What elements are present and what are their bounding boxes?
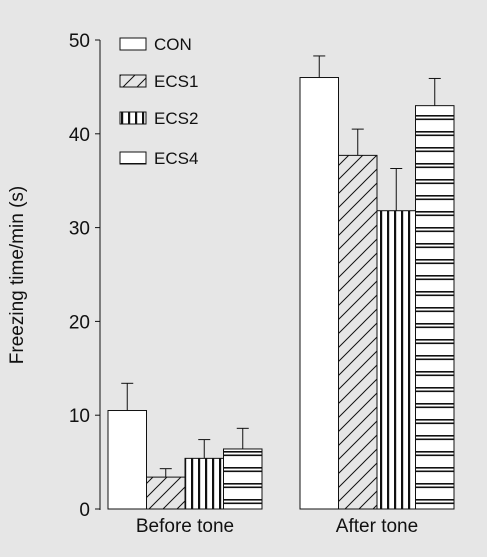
y-tick-label: 40 — [69, 125, 90, 146]
y-tick-label: 10 — [69, 406, 90, 427]
legend-label-ecs1: ECS1 — [154, 72, 198, 91]
legend-label-ecs2: ECS2 — [154, 109, 198, 128]
bar-ecs2-1 — [376, 210, 416, 510]
bars-group — [107, 77, 455, 510]
x-tick-label: After tone — [336, 516, 418, 537]
bar-ecs4-0 — [223, 448, 263, 510]
bar-con-0 — [107, 410, 147, 510]
y-tick-label: 50 — [69, 31, 90, 52]
y-tick-label: 0 — [79, 500, 90, 521]
y-axis-label: Freezing time/min (s) — [7, 186, 28, 364]
error-bars-group — [121, 55, 441, 478]
legend-swatch-ecs4 — [119, 151, 147, 165]
x-axis-labels: Before tone After tone — [136, 516, 418, 537]
x-tick-label: Before tone — [136, 516, 234, 537]
bar-con-1 — [299, 77, 339, 510]
bar-ecs4-1 — [415, 105, 455, 510]
bar-ecs2-0 — [184, 457, 224, 510]
legend: CON ECS1 ECS2 ECS4 — [119, 35, 198, 168]
legend-swatch-con — [119, 37, 147, 51]
legend-label-con: CON — [154, 35, 192, 54]
y-axis-ticks: 0 10 20 30 40 50 — [69, 31, 100, 521]
legend-swatch-ecs2 — [119, 111, 147, 125]
bar-ecs1-0 — [146, 476, 186, 510]
y-tick-label: 30 — [69, 219, 90, 240]
bar-ecs1-1 — [338, 154, 378, 510]
legend-label-ecs4: ECS4 — [154, 149, 198, 168]
y-tick-label: 20 — [69, 312, 90, 333]
legend-swatch-ecs1 — [119, 74, 147, 88]
